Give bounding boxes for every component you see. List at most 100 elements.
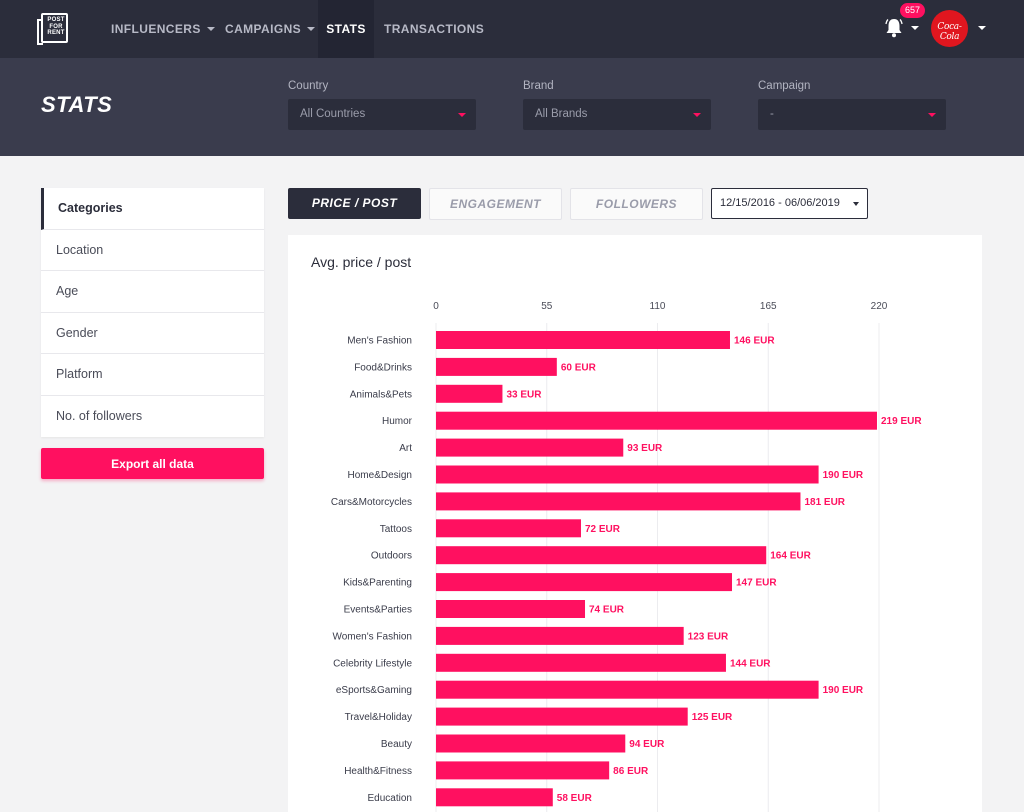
campaign-select-value: - <box>770 108 774 120</box>
bar <box>436 734 626 753</box>
chevron-down-icon <box>693 113 701 117</box>
category-label: Kids&Parenting <box>343 578 412 589</box>
data-label: 190 EUR <box>823 685 864 696</box>
avatar-text: Coca-Cola <box>937 22 962 42</box>
tick-label: 110 <box>650 301 666 312</box>
bar <box>436 384 503 403</box>
sidebar-item-followers[interactable]: No. of followers <box>56 408 143 423</box>
data-label: 86 EUR <box>613 766 649 777</box>
nav-campaigns-label: CAMPAIGNS <box>225 22 302 36</box>
data-label: 58 EUR <box>557 793 593 804</box>
bar <box>436 653 726 672</box>
bar <box>436 573 733 592</box>
category-label: Celebrity Lifestyle <box>333 658 412 669</box>
data-label: 190 EUR <box>823 470 864 481</box>
chart-card: Avg. price / post 0 55 110 165 220 Men's Fash… <box>288 235 982 812</box>
logo-text: POST FOR RENT <box>47 17 65 36</box>
category-label: Art <box>399 443 412 454</box>
tick-label: 55 <box>541 301 553 312</box>
bar <box>436 519 581 538</box>
bar <box>436 761 610 780</box>
nav-transactions[interactable]: TRANSACTIONS <box>384 0 484 58</box>
data-label: 93 EUR <box>627 443 663 454</box>
category-label: Tattoos <box>380 524 412 535</box>
category-label: eSports&Gaming <box>336 685 412 696</box>
sidebar-item-categories[interactable]: Categories <box>41 188 264 230</box>
data-label: 147 EUR <box>736 578 777 589</box>
data-label: 181 EUR <box>804 497 845 508</box>
nav-stats-label: STATS <box>326 22 366 36</box>
country-filter-label: Country <box>288 80 329 92</box>
bar <box>436 492 801 511</box>
tab-engagement[interactable]: ENGAGEMENT <box>429 188 562 220</box>
category-label: Home&Design <box>348 470 412 481</box>
bar <box>436 465 819 484</box>
bar <box>436 626 684 645</box>
category-label: Men's Fashion <box>347 336 412 347</box>
chevron-down-icon <box>307 26 316 31</box>
nav-influencers-label: INFLUENCERS <box>111 22 201 36</box>
chevron-down-icon <box>206 26 215 31</box>
category-label: Education <box>368 793 412 804</box>
export-all-data-button[interactable]: Export all data <box>41 448 264 479</box>
chevron-down-icon[interactable] <box>978 26 986 30</box>
category-sidebar: Categories Location Age Gender Platform … <box>41 188 264 437</box>
data-label: 74 EUR <box>589 605 625 616</box>
category-label: Women's Fashion <box>332 631 412 642</box>
brand-filter-label: Brand <box>523 80 554 92</box>
country-select[interactable]: All Countries <box>288 99 476 130</box>
nav-stats[interactable]: STATS <box>318 0 374 58</box>
bar <box>436 546 767 565</box>
bar <box>436 788 553 807</box>
bar <box>436 331 730 349</box>
sidebar-item-gender[interactable]: Gender <box>41 313 264 354</box>
bar <box>436 707 688 726</box>
tick-label: 0 <box>433 301 439 312</box>
data-label: 72 EUR <box>585 524 621 535</box>
sidebar-item-age[interactable]: Age <box>41 271 264 313</box>
category-label: Events&Parties <box>344 605 412 616</box>
data-label: 219 EUR <box>881 416 922 427</box>
category-label: Humor <box>382 416 413 427</box>
price-per-post-chart: 0 55 110 165 220 Men's Fashion 146 EUR Food&Dri… <box>331 301 922 812</box>
category-label: Cars&Motorcycles <box>331 497 412 508</box>
bar <box>436 411 877 430</box>
tab-followers[interactable]: FOLLOWERS <box>570 188 703 220</box>
tick-label: 165 <box>760 301 777 312</box>
country-select-value: All Countries <box>300 108 366 120</box>
notification-badge: 657 <box>900 3 926 18</box>
avatar[interactable]: Coca-Cola <box>931 10 968 47</box>
category-label: Animals&Pets <box>350 389 412 400</box>
data-label: 144 EUR <box>730 658 771 669</box>
date-range-picker[interactable]: 12/15/2016 - 06/06/2019 <box>711 188 868 219</box>
category-label: Beauty <box>381 739 412 750</box>
bar <box>436 600 586 618</box>
nav-campaigns[interactable]: CAMPAIGNS <box>225 0 316 58</box>
chevron-down-icon[interactable] <box>911 26 919 30</box>
tick-label: 220 <box>871 301 888 312</box>
date-range-value: 12/15/2016 - 06/06/2019 <box>720 197 840 209</box>
page-header: STATS Country All Countries Brand All Br… <box>0 58 1024 156</box>
data-label: 125 EUR <box>692 712 733 723</box>
data-label: 164 EUR <box>770 551 811 562</box>
bar <box>436 357 557 376</box>
sidebar-item-platform[interactable]: Platform <box>41 354 264 396</box>
data-label: 94 EUR <box>629 739 665 750</box>
chevron-down-icon <box>853 202 859 206</box>
nav-influencers[interactable]: INFLUENCERS <box>111 0 215 58</box>
data-label: 60 EUR <box>561 362 597 373</box>
logo[interactable]: POST FOR RENT <box>37 13 68 45</box>
campaign-filter-label: Campaign <box>758 80 811 92</box>
sidebar-item-location[interactable]: Location <box>41 230 264 271</box>
campaign-select[interactable]: - <box>758 99 946 130</box>
page-title: STATS <box>41 92 113 117</box>
category-label: Food&Drinks <box>354 362 412 373</box>
brand-select-value: All Brands <box>535 108 588 120</box>
category-label: Travel&Holiday <box>345 712 412 723</box>
brand-select[interactable]: All Brands <box>523 99 711 130</box>
tab-price-post[interactable]: PRICE / POST <box>288 188 421 219</box>
category-label: Health&Fitness <box>344 766 412 777</box>
bar <box>436 680 819 699</box>
bell-icon[interactable] <box>885 18 903 38</box>
chevron-down-icon <box>458 113 466 117</box>
